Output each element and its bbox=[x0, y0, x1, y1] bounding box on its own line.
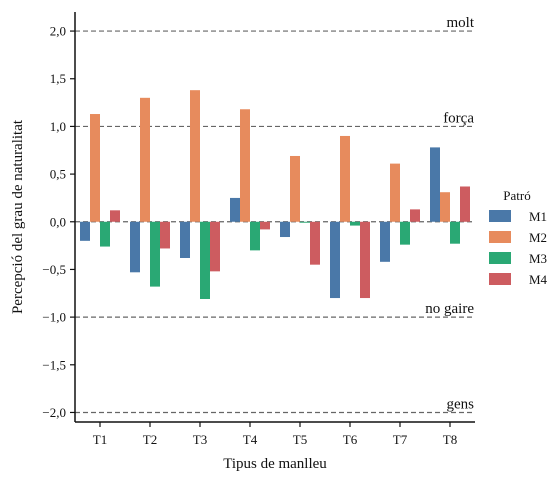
y-tick-label: −1,5 bbox=[42, 357, 66, 372]
bar bbox=[350, 221, 360, 226]
bar bbox=[300, 221, 310, 223]
x-tick-label: T7 bbox=[393, 432, 408, 447]
reference-label: força bbox=[443, 110, 474, 126]
bar bbox=[140, 97, 150, 222]
bar bbox=[310, 221, 320, 265]
bars-group bbox=[80, 90, 470, 299]
y-tick-label: 0,0 bbox=[50, 214, 66, 229]
bar bbox=[460, 186, 470, 222]
bar bbox=[210, 221, 220, 272]
x-tick-label: T2 bbox=[143, 432, 157, 447]
x-tick-label: T3 bbox=[193, 432, 207, 447]
x-axis-label: Tipus de manlleu bbox=[223, 456, 327, 472]
y-ticks: −2,0 −1,5 −1,0 −0,5 0,0 0,5 1,0 1,5 2,0 bbox=[42, 24, 75, 420]
bar bbox=[160, 221, 170, 249]
bar bbox=[450, 221, 460, 244]
y-tick-label: 0,5 bbox=[50, 167, 66, 182]
legend-label: M1 bbox=[529, 209, 547, 224]
y-tick-label: −0,5 bbox=[42, 262, 66, 277]
legend-label: M3 bbox=[529, 251, 547, 266]
bar bbox=[240, 109, 250, 222]
reference-label: no gaire bbox=[425, 301, 474, 317]
bar bbox=[440, 192, 450, 222]
bar bbox=[150, 221, 160, 287]
bar bbox=[80, 221, 90, 241]
legend-label: M2 bbox=[529, 230, 547, 245]
bar bbox=[360, 221, 370, 299]
x-ticks: T1 T2 T3 T4 T5 T6 T7 T8 bbox=[93, 422, 457, 447]
bar bbox=[250, 221, 260, 251]
y-tick-label: 2,0 bbox=[50, 24, 66, 39]
bar bbox=[130, 221, 140, 273]
reference-label: gens bbox=[447, 396, 475, 412]
reference-label: molt bbox=[446, 15, 474, 31]
bar bbox=[90, 114, 100, 222]
bar bbox=[230, 197, 240, 222]
legend-swatch bbox=[489, 273, 511, 285]
bar bbox=[340, 135, 350, 222]
bar bbox=[390, 163, 400, 222]
y-axis-label: Percepció del grau de naturalitat bbox=[10, 119, 26, 314]
x-tick-label: T6 bbox=[343, 432, 358, 447]
y-tick-label: −2,0 bbox=[42, 405, 66, 420]
y-tick-label: 1,5 bbox=[50, 71, 66, 86]
legend: Patró M1 M2 M3 M4 bbox=[489, 188, 548, 287]
legend-swatch bbox=[489, 252, 511, 264]
bar bbox=[260, 221, 270, 230]
y-tick-label: 1,0 bbox=[50, 119, 66, 134]
bar bbox=[280, 221, 290, 238]
bar bbox=[200, 221, 210, 299]
legend-title: Patró bbox=[503, 188, 530, 203]
legend-swatch bbox=[489, 210, 511, 222]
x-tick-label: T4 bbox=[243, 432, 258, 447]
axes bbox=[74, 12, 475, 423]
bar bbox=[380, 221, 390, 262]
y-tick-label: −1,0 bbox=[42, 310, 66, 325]
legend-swatch bbox=[489, 231, 511, 243]
bar bbox=[400, 221, 410, 245]
x-tick-label: T5 bbox=[293, 432, 307, 447]
bar bbox=[100, 221, 110, 247]
bar bbox=[430, 147, 440, 222]
x-tick-label: T1 bbox=[93, 432, 107, 447]
bar bbox=[110, 210, 120, 222]
bar bbox=[190, 90, 200, 222]
bar bbox=[330, 221, 340, 299]
bar bbox=[180, 221, 190, 258]
x-tick-label: T8 bbox=[443, 432, 457, 447]
legend-label: M4 bbox=[529, 272, 548, 287]
bar bbox=[410, 209, 420, 222]
bar bbox=[290, 155, 300, 222]
